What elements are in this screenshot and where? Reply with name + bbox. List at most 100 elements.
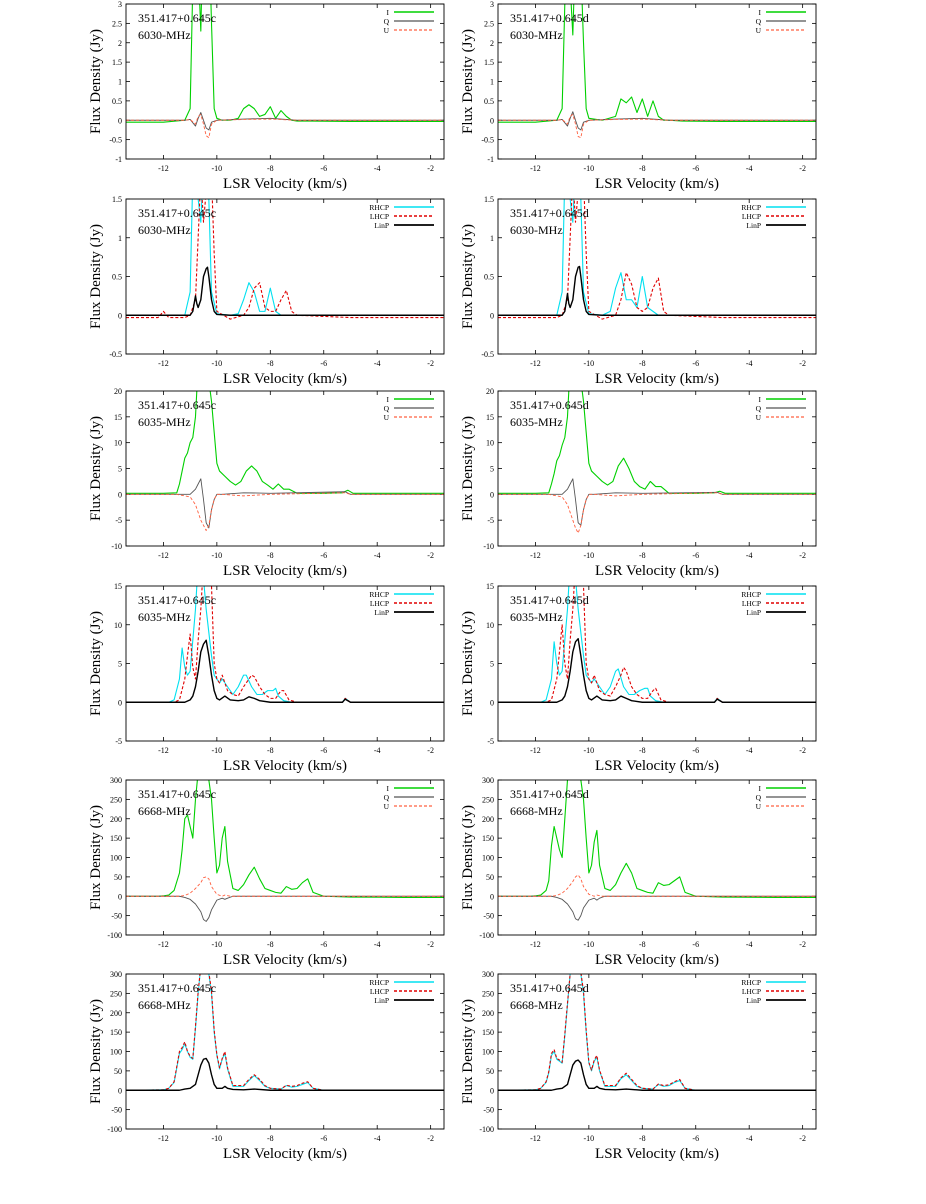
x-tick-label: -2	[799, 551, 806, 560]
y-tick-label: 0.5	[484, 273, 494, 282]
y-tick-label: 10	[486, 439, 494, 448]
panel-9: -12 -10 -8 -6 -4 -2 -100 -50 0 50 100 150 200 250 300 3…	[460, 776, 817, 968]
legend-label: I	[759, 395, 762, 404]
legend-label: Q	[384, 793, 390, 802]
x-tick-label: -12	[158, 746, 169, 755]
x-axis-label: LSR Velocity (km/s)	[595, 563, 719, 579]
series-line-q	[126, 478, 444, 529]
source-label: 351.417+0.645d	[510, 787, 589, 801]
source-label: 351.417+0.645d	[510, 981, 589, 995]
y-axis-label: Flux Density (Jy)	[88, 416, 104, 521]
legend-label: U	[756, 802, 762, 811]
x-axis-label: LSR Velocity (km/s)	[223, 563, 347, 579]
y-tick-label: 10	[486, 621, 494, 630]
x-tick-label: -6	[692, 746, 699, 755]
panel-7: -12 -10 -8 -6 -4 -2 -5 0 5 10 15 351.417+0.645d 6035…	[460, 582, 817, 774]
series-line-lhcp	[498, 199, 816, 320]
x-tick-label: -2	[427, 164, 434, 173]
panel-2: -12 -10 -8 -6 -4 -2 -0.5 0 0.5 1 1.5 351.417+0.645c…	[88, 195, 445, 387]
frequency-label: 6030-MHz	[510, 223, 563, 237]
y-tick-label: 250	[482, 989, 494, 998]
y-tick-label: 0	[490, 311, 494, 320]
series-line-linp	[498, 1059, 816, 1091]
x-tick-label: -10	[584, 940, 595, 949]
x-tick-label: -8	[267, 1134, 274, 1143]
x-tick-label: -12	[158, 359, 169, 368]
y-tick-label: -5	[115, 516, 122, 525]
y-axis-label: Flux Density (Jy)	[460, 29, 476, 134]
y-tick-label: 50	[486, 1067, 494, 1076]
series-line-i	[498, 391, 816, 494]
x-tick-label: -2	[799, 359, 806, 368]
legend-label: LinP	[746, 221, 761, 230]
y-tick-label: 50	[114, 1067, 122, 1076]
y-axis-label: Flux Density (Jy)	[88, 999, 104, 1104]
x-tick-label: -6	[320, 551, 327, 560]
series-line-rhcp	[126, 586, 444, 703]
source-label: 351.417+0.645c	[138, 593, 216, 607]
legend-label: LinP	[746, 996, 761, 1005]
y-tick-label: -1	[487, 155, 494, 164]
y-axis-label: Flux Density (Jy)	[460, 416, 476, 521]
y-tick-label: 200	[482, 815, 494, 824]
series-line-lhcp	[498, 974, 816, 1091]
legend-label: RHCP	[741, 203, 761, 212]
source-label: 351.417+0.645d	[510, 206, 589, 220]
plot-frame	[497, 3, 817, 160]
y-tick-label: 1	[118, 234, 122, 243]
legend-label: LHCP	[370, 987, 389, 996]
y-tick-label: 1.5	[484, 58, 494, 67]
frequency-label: 6035-MHz	[138, 610, 191, 624]
y-tick-label: 1	[490, 234, 494, 243]
x-tick-label: -12	[158, 164, 169, 173]
x-tick-label: -4	[374, 164, 381, 173]
series-line-u	[126, 113, 444, 139]
legend-label: LHCP	[742, 599, 761, 608]
x-axis-label: LSR Velocity (km/s)	[595, 371, 719, 387]
y-tick-label: 15	[486, 582, 494, 591]
y-tick-label: 5	[118, 465, 122, 474]
series-line-u	[498, 113, 816, 139]
legend-label: Q	[756, 793, 762, 802]
y-tick-label: 0	[490, 490, 494, 499]
y-axis-label: Flux Density (Jy)	[88, 224, 104, 329]
x-tick-label: -8	[639, 1134, 646, 1143]
legend-label: Q	[756, 17, 762, 26]
x-tick-label: -6	[692, 1134, 699, 1143]
y-axis-label: Flux Density (Jy)	[88, 611, 104, 716]
legend-label: I	[387, 395, 390, 404]
legend-label: RHCP	[741, 978, 761, 987]
y-tick-label: 0	[490, 892, 494, 901]
x-tick-label: -6	[692, 940, 699, 949]
source-label: 351.417+0.645d	[510, 11, 589, 25]
x-tick-label: -10	[212, 746, 223, 755]
x-tick-label: -12	[530, 164, 541, 173]
x-axis-label: LSR Velocity (km/s)	[223, 176, 347, 192]
x-tick-label: -8	[267, 551, 274, 560]
y-tick-label: -10	[483, 542, 494, 551]
y-tick-label: 0	[118, 490, 122, 499]
y-tick-label: 100	[482, 1048, 494, 1057]
x-tick-label: -10	[584, 164, 595, 173]
series-line-q	[498, 895, 816, 921]
y-tick-label: 0.5	[484, 97, 494, 106]
series-line-i	[126, 391, 444, 494]
x-tick-label: -2	[799, 746, 806, 755]
y-tick-label: 3	[490, 0, 494, 9]
y-tick-label: 1.5	[484, 195, 494, 204]
y-tick-label: 100	[482, 854, 494, 863]
panel-3: -12 -10 -8 -6 -4 -2 -0.5 0 0.5 1 1.5 351.417+0.645d…	[460, 195, 817, 387]
x-tick-label: -12	[530, 746, 541, 755]
x-tick-label: -10	[584, 746, 595, 755]
y-tick-label: 20	[114, 387, 122, 396]
y-tick-label: 0.5	[112, 97, 122, 106]
y-tick-label: 1	[118, 78, 122, 87]
y-tick-label: -50	[483, 912, 494, 921]
panel-4: -12 -10 -8 -6 -4 -2 -10 -5 0 5 10 15 20 351.417+0.645…	[88, 387, 445, 579]
y-tick-label: 1	[490, 78, 494, 87]
y-tick-label: 100	[110, 1048, 122, 1057]
x-tick-label: -4	[374, 359, 381, 368]
y-tick-label: 150	[110, 1028, 122, 1037]
